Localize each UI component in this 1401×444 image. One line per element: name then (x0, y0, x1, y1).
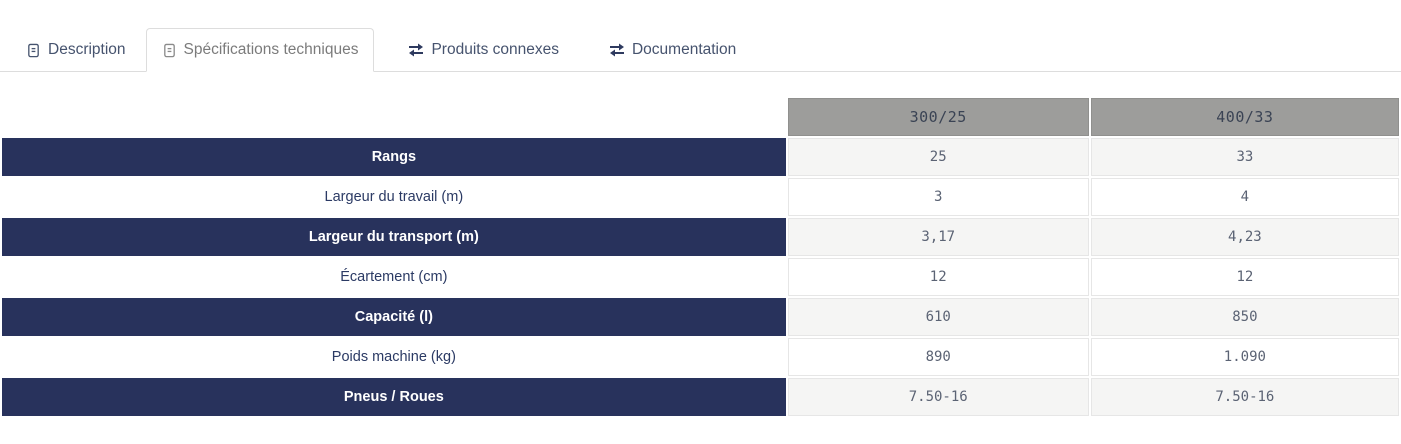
spec-value-cell: 3,17 (787, 218, 1089, 256)
spec-value-cell: 25 (787, 138, 1089, 176)
exchange-icon (609, 43, 625, 57)
spec-row-label: Largeur du travail (m) (2, 178, 786, 216)
tab-documentation[interactable]: Documentation (593, 28, 752, 72)
spec-header-empty-cell (2, 98, 786, 136)
tab-produits-connexes[interactable]: Produits connexes (392, 28, 575, 72)
spec-value-cell: 4 (1090, 178, 1399, 216)
file-text-icon (162, 43, 177, 58)
spec-column-header: 400/33 (1090, 98, 1399, 136)
exchange-icon (408, 43, 424, 57)
spec-row-label: Capacité (l) (2, 298, 786, 336)
spec-value-cell: 7.50-16 (1090, 378, 1399, 416)
tab-label: Spécifications techniques (183, 41, 359, 58)
tab-specifications-techniques[interactable]: Spécifications techniques (145, 28, 375, 72)
spec-table: 300/25 400/33 Rangs 25 33 Largeur du tra… (2, 98, 1399, 416)
spec-row-label: Écartement (cm) (2, 258, 786, 296)
spec-value-cell: 12 (787, 258, 1089, 296)
spec-column-header: 300/25 (787, 98, 1089, 136)
spec-row-label: Largeur du transport (m) (2, 218, 786, 256)
spec-value-cell: 33 (1090, 138, 1399, 176)
spec-value-cell: 12 (1090, 258, 1399, 296)
tab-label: Description (48, 41, 126, 58)
spec-row-label: Rangs (2, 138, 786, 176)
tab-label: Produits connexes (431, 41, 559, 58)
tab-bar: Description Spécifications techniques Pr… (0, 0, 1401, 72)
spec-value-cell: 4,23 (1090, 218, 1399, 256)
spec-row-label: Pneus / Roues (2, 378, 786, 416)
file-text-icon (26, 43, 41, 58)
spec-value-cell: 3 (787, 178, 1089, 216)
spec-value-cell: 610 (787, 298, 1089, 336)
tab-label: Documentation (631, 41, 737, 58)
spec-value-cell: 890 (787, 338, 1089, 376)
spec-value-cell: 850 (1090, 298, 1399, 336)
spec-value-cell: 1.090 (1090, 338, 1399, 376)
spec-value-cell: 7.50-16 (787, 378, 1089, 416)
tab-description[interactable]: Description (10, 28, 142, 72)
spec-row-label: Poids machine (kg) (2, 338, 786, 376)
